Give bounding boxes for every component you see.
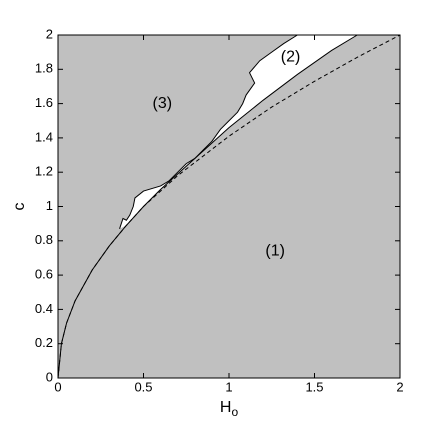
boundary-curve (119, 34, 298, 229)
y-axis-label: c (11, 203, 28, 211)
y-tick-label: 0 (46, 369, 53, 384)
y-tick-label: 0.8 (35, 232, 53, 247)
y-tick-label: 1.2 (35, 164, 53, 179)
x-tick-label: 1.5 (305, 379, 323, 394)
y-tick-label: 0.4 (35, 301, 53, 316)
dashed-curve (57, 34, 401, 379)
y-tick-label: 1.6 (35, 95, 53, 110)
y-tick-label: 0.6 (35, 267, 53, 282)
x-axis-label: Ho (220, 399, 239, 419)
x-tick-label: 1 (225, 379, 232, 394)
y-tick-label: 1 (46, 198, 53, 213)
x-tick-label: 0.5 (134, 379, 152, 394)
plot-background (58, 35, 400, 378)
y-tick-label: 1.4 (35, 129, 53, 144)
x-axis-label-subscript: o (231, 405, 238, 419)
y-tick-label: 1.8 (35, 61, 53, 76)
x-tick-label: 0 (54, 379, 61, 394)
x-axis-label-main: H (220, 399, 232, 416)
region-label: (2) (281, 49, 301, 66)
x-tick-label: 2 (396, 379, 403, 394)
region-label: (3) (153, 95, 173, 112)
region-label: (1) (265, 242, 285, 259)
y-tick-label: 0.2 (35, 335, 53, 350)
y-tick-label: 2 (46, 26, 53, 41)
